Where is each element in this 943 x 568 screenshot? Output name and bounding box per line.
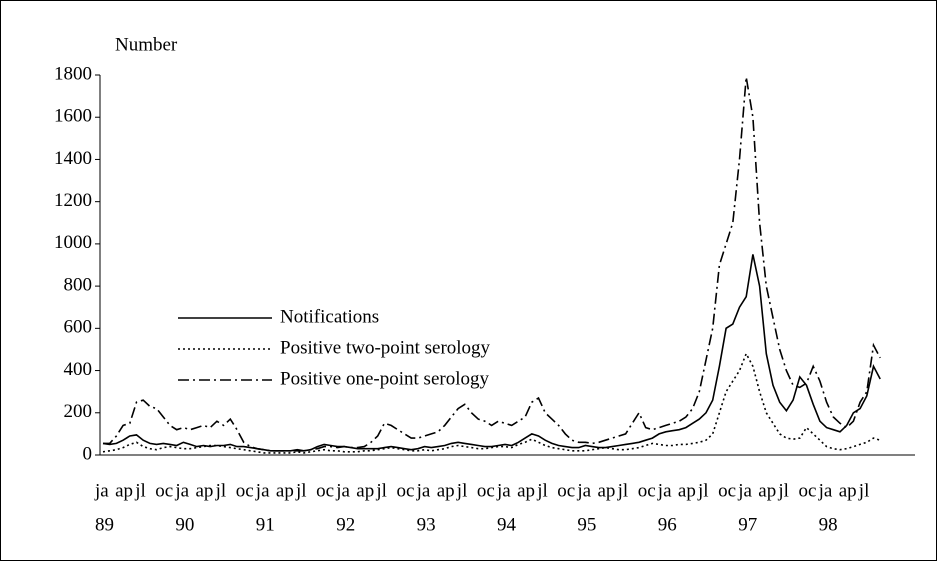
series-line <box>103 76 881 452</box>
x-tick-label: jl <box>536 480 548 501</box>
x-tick-label: jl <box>295 480 307 501</box>
x-tick-label: jl <box>777 480 789 501</box>
series-line <box>102 254 881 452</box>
x-tick-label: oc <box>316 480 334 501</box>
x-tick-label: ap <box>356 480 374 501</box>
year-label: 89 <box>95 514 114 535</box>
legend-label: Notifications <box>280 306 379 327</box>
x-tick-label: ap <box>839 480 857 501</box>
year-label: 90 <box>175 514 194 535</box>
year-label: 94 <box>497 514 517 535</box>
x-tick-label: ap <box>115 480 133 501</box>
x-tick-label: ja <box>255 480 270 501</box>
year-label: 95 <box>577 514 596 535</box>
legend-label: Positive two-point serology <box>280 337 491 358</box>
x-tick-label: ja <box>416 480 431 501</box>
x-tick-label: oc <box>397 480 415 501</box>
year-label: 96 <box>658 514 677 535</box>
x-tick-label: ja <box>657 480 672 501</box>
x-tick-label: oc <box>236 480 254 501</box>
y-tick-label: 200 <box>64 401 93 422</box>
x-tick-label: ap <box>678 480 696 501</box>
x-tick-label: oc <box>638 480 656 501</box>
x-tick-label: oc <box>155 480 173 501</box>
x-tick-label: jl <box>617 480 629 501</box>
y-tick-label: 1800 <box>54 63 92 84</box>
x-tick-label: ap <box>196 480 214 501</box>
x-tick-label: jl <box>858 480 870 501</box>
y-axis-label: Number <box>115 34 178 55</box>
x-tick-label: jl <box>697 480 709 501</box>
year-label: 91 <box>256 514 275 535</box>
x-tick-label: ap <box>276 480 294 501</box>
x-tick-label: ap <box>517 480 535 501</box>
y-tick-label: 1400 <box>54 148 92 169</box>
x-tick-label: oc <box>718 480 736 501</box>
legend-label: Positive one-point serology <box>280 368 489 389</box>
y-tick-label: 400 <box>64 359 93 380</box>
x-tick-label: ja <box>496 480 511 501</box>
y-tick-label: 0 <box>83 443 93 464</box>
x-tick-label: ja <box>335 480 350 501</box>
x-tick-label: ja <box>576 480 591 501</box>
x-tick-label: jl <box>134 480 146 501</box>
y-tick-label: 1600 <box>54 106 92 127</box>
x-tick-label: oc <box>799 480 817 501</box>
y-tick-label: 800 <box>64 274 93 295</box>
x-tick-label: ja <box>174 480 189 501</box>
x-tick-label: ap <box>437 480 455 501</box>
x-tick-label: oc <box>557 480 575 501</box>
x-tick-label: ja <box>818 480 833 501</box>
x-tick-label: ja <box>94 480 109 501</box>
year-label: 98 <box>819 514 838 535</box>
x-tick-label: ap <box>598 480 616 501</box>
series-line <box>102 351 881 454</box>
y-tick-label: 1000 <box>54 232 92 253</box>
y-tick-label: 600 <box>64 317 93 338</box>
x-tick-label: ap <box>758 480 776 501</box>
x-tick-label: jl <box>375 480 387 501</box>
x-tick-label: jl <box>456 480 468 501</box>
x-tick-label: ja <box>737 480 752 501</box>
x-tick-label: jl <box>215 480 227 501</box>
year-label: 93 <box>417 514 436 535</box>
year-label: 92 <box>336 514 355 535</box>
x-tick-label: oc <box>477 480 495 501</box>
year-label: 97 <box>738 514 757 535</box>
y-tick-label: 1200 <box>54 190 92 211</box>
